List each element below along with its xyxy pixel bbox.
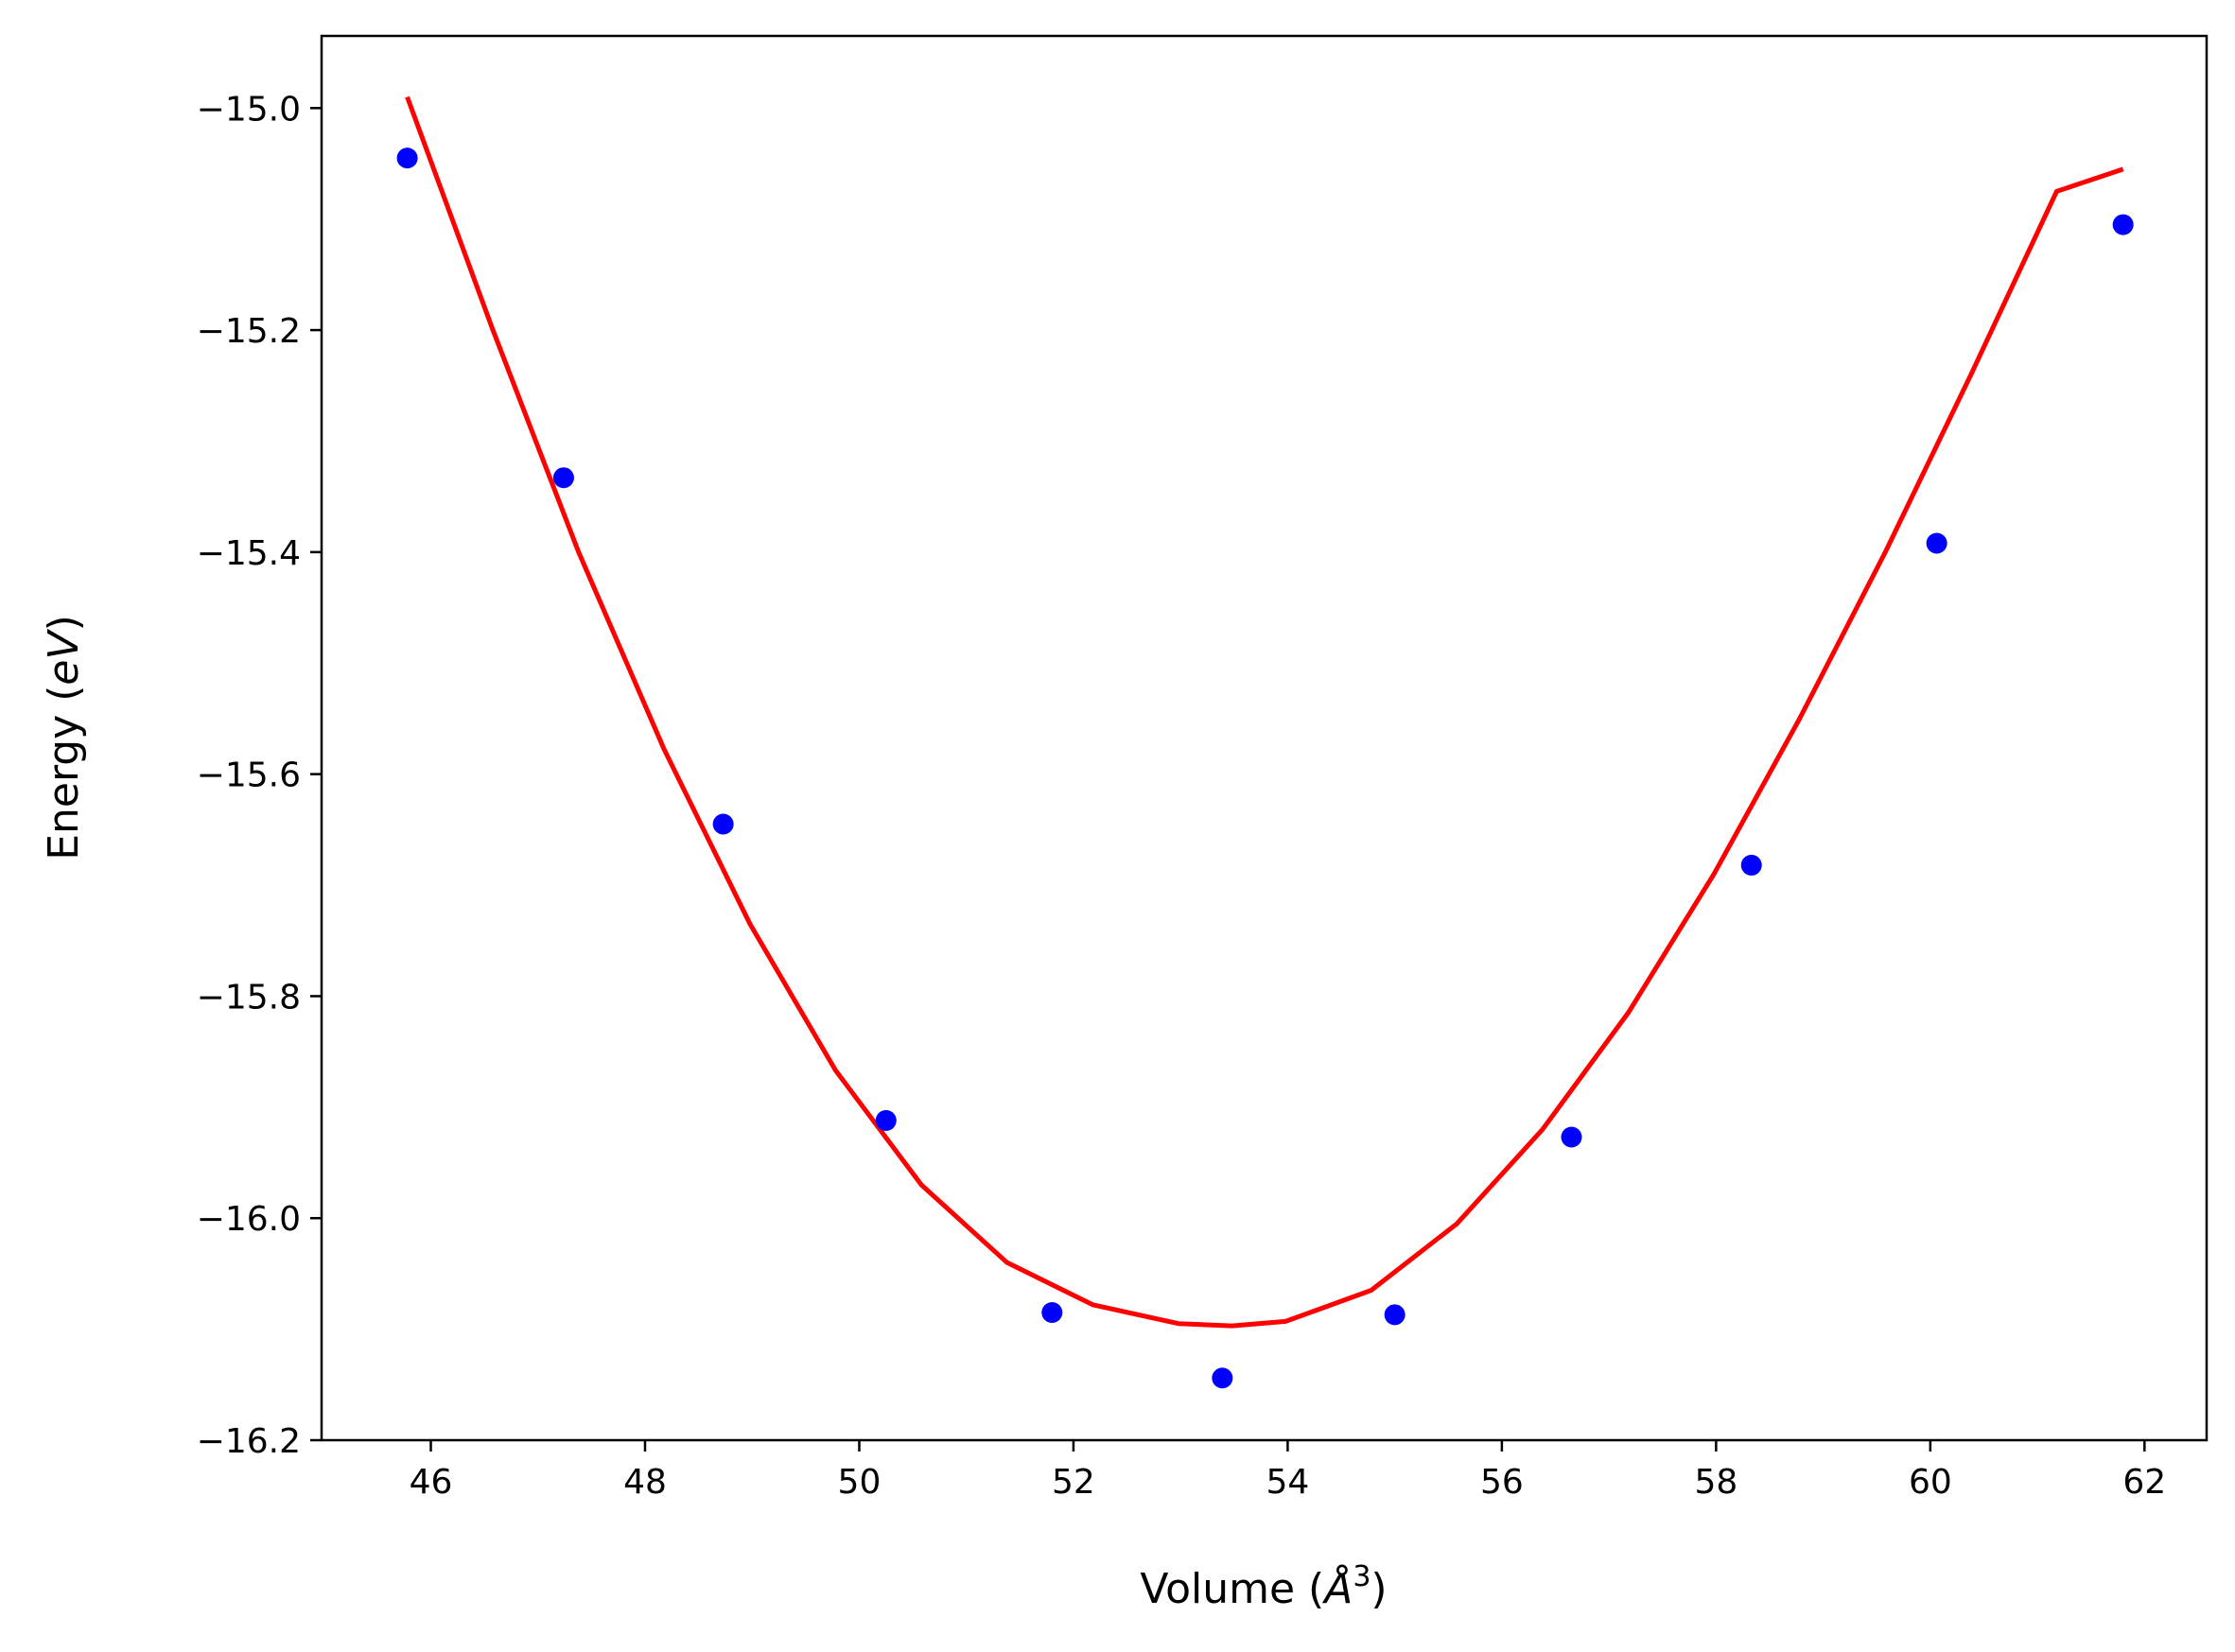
y-tick-label: −15.2 (197, 312, 301, 351)
data-point (396, 148, 418, 169)
x-tick-label: 60 (1909, 1463, 1952, 1502)
data-points-layer (396, 148, 2134, 1389)
plot-area (322, 36, 2207, 1440)
y-tick-label: −15.6 (197, 756, 301, 795)
y-tick-label: −15.8 (197, 978, 301, 1017)
x-tick-label: 52 (1052, 1463, 1095, 1502)
data-point (552, 467, 574, 489)
y-tick-label: −15.0 (197, 90, 301, 129)
fit-curve-layer (405, 96, 2124, 1329)
x-tick-label: 54 (1266, 1463, 1310, 1502)
y-tick-label: −16.2 (197, 1422, 301, 1461)
data-point (1384, 1304, 1406, 1326)
x-tick-label: 48 (623, 1463, 667, 1502)
data-point (2112, 214, 2134, 235)
y-axis-label: Energy (eV) (40, 615, 88, 861)
fit-curve (405, 96, 2124, 1329)
plot-frame (320, 34, 2209, 1442)
x-tick-label: 50 (838, 1463, 882, 1502)
data-point (1926, 532, 1947, 554)
x-tick-label: 62 (2122, 1463, 2166, 1502)
data-point (712, 813, 734, 835)
x-tick-label: 46 (410, 1463, 453, 1502)
data-point (875, 1109, 897, 1131)
y-tick-label: −16.0 (197, 1200, 301, 1239)
data-point (1561, 1126, 1582, 1148)
data-point (1041, 1302, 1063, 1323)
x-tick-label: 56 (1480, 1463, 1524, 1502)
x-axis-ticks: 46 48 50 52 54 56 58 60 62 (410, 1440, 2166, 1502)
data-point (1212, 1367, 1233, 1389)
x-axis-label: Volume (Å3) (1140, 1560, 1387, 1613)
data-point (1740, 854, 1762, 876)
y-axis-ticks: −16.2 −16.0 −15.8 −15.6 −15.4 −15.2 −15.0 (197, 90, 322, 1461)
x-tick-label: 58 (1694, 1463, 1737, 1502)
y-tick-label: −15.4 (197, 534, 301, 573)
